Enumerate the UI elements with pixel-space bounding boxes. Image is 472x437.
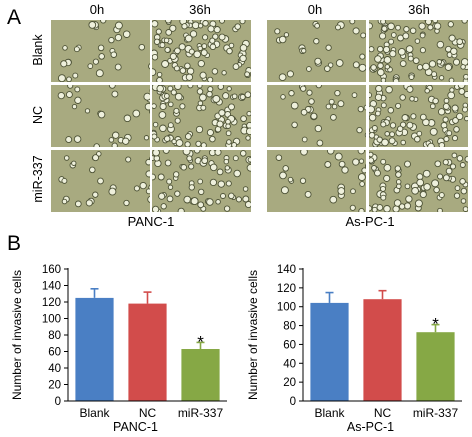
y-axis-title: Number of invasive cells — [246, 270, 260, 400]
micrograph-nc-panc1-36h — [152, 85, 251, 147]
y-tick-label: 0 — [55, 396, 61, 408]
x-tick-label: miR-337 — [413, 406, 459, 420]
micrograph-blank-panc1-36h — [152, 20, 251, 82]
micrograph-blank-panc1-0h — [51, 20, 150, 82]
bar-chart-panc1: Number of invasive cells 0 20 40 60 80 100 120 1… — [10, 264, 227, 434]
y-tick-label: 20 — [283, 377, 296, 389]
time-label-0h-aspc1: 0h — [307, 2, 323, 17]
y-tick-label: 140 — [277, 264, 296, 276]
y-tick-label: 60 — [48, 347, 61, 359]
micrograph-nc-panc1-0h — [51, 85, 150, 147]
x-axis-title: PANC-1 — [113, 420, 158, 434]
micrograph-mir337-aspc1-0h — [267, 150, 366, 212]
time-label-36h-aspc1: 36h — [408, 2, 430, 17]
group-label-aspc1: As-PC-1 — [345, 214, 395, 229]
panel-b-letter: B — [7, 232, 22, 255]
x-tick-label: Blank — [79, 406, 110, 420]
micrograph-blank-aspc1-36h — [369, 20, 468, 82]
micrograph-mir337-panc1-36h — [152, 150, 251, 212]
y-tick-label: 60 — [283, 339, 296, 351]
micrograph-nc-aspc1-0h — [267, 85, 366, 147]
micrograph-mir337-aspc1-36h — [369, 150, 468, 212]
y-tick-label: 160 — [42, 264, 61, 276]
y-tick-label: 0 — [290, 396, 296, 408]
x-axis-title: As-PC-1 — [347, 420, 394, 434]
x-tick-label: miR-337 — [178, 406, 224, 420]
y-tick-label: 120 — [42, 297, 61, 309]
x-tick-label: Blank — [314, 406, 345, 420]
micrograph-mir337-panc1-0h — [51, 150, 150, 212]
y-tick-label: 80 — [48, 330, 61, 342]
bar-nc — [128, 303, 167, 401]
bar-blank — [75, 297, 114, 401]
y-tick-label: 120 — [277, 283, 296, 295]
y-tick-label: 100 — [277, 302, 296, 314]
row-label-mir337: miR-337 — [31, 155, 45, 203]
group-label-panc1: PANC-1 — [127, 214, 175, 229]
x-tick-label: NC — [139, 406, 157, 420]
y-tick-label: 140 — [42, 281, 61, 293]
y-tick-label: 40 — [283, 358, 296, 370]
y-axis-title: Number of invasive cells — [10, 270, 24, 400]
y-tick-label: 100 — [42, 314, 61, 326]
time-label-0h-panc1: 0h — [89, 2, 105, 17]
y-tick-label: 40 — [48, 363, 61, 375]
bar-mir337 — [181, 349, 220, 401]
row-label-nc: NC — [31, 105, 45, 125]
bar-mir337 — [416, 332, 455, 401]
bar-nc — [363, 299, 402, 401]
y-tick-label: 20 — [48, 380, 61, 392]
panel-a-letter: A — [7, 6, 22, 29]
y-tick-label: 80 — [283, 321, 296, 333]
bar-chart-aspc1: Number of invasive cells 0 20 40 60 80 100 120 1… — [246, 264, 462, 434]
row-label-blank: Blank — [31, 34, 45, 66]
micrograph-blank-aspc1-0h — [267, 20, 366, 82]
bar-blank — [310, 302, 349, 401]
significance-marker: * — [432, 315, 439, 334]
significance-marker: * — [197, 332, 204, 351]
micrograph-nc-aspc1-36h — [369, 85, 468, 147]
time-label-36h-panc1: 36h — [189, 2, 211, 17]
x-tick-label: NC — [374, 406, 392, 420]
